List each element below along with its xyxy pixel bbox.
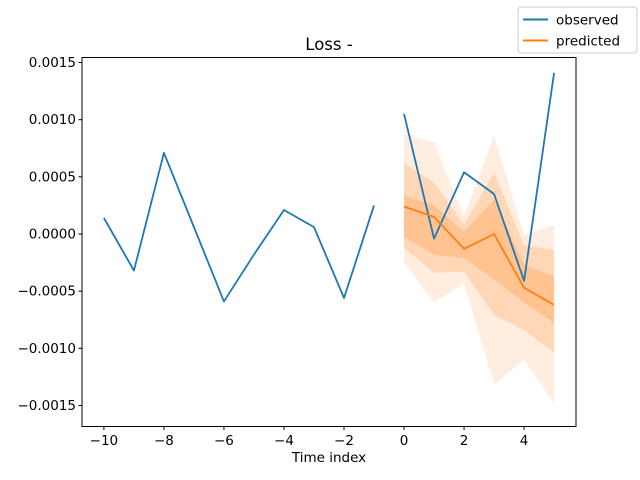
y-axis: 0.0015 0.0010 0.0005 0.0000 −0.0005 −0.0010 −0… xyxy=(17,55,82,414)
y-tick-label: −0.0010 xyxy=(17,341,76,357)
y-tick-label: −0.0015 xyxy=(17,398,76,414)
plot-area xyxy=(81,57,577,427)
legend: observed predicted xyxy=(517,6,638,54)
confidence-bands xyxy=(404,133,555,404)
legend-observed-label: observed xyxy=(556,13,619,29)
x-tick-label: −6 xyxy=(214,433,234,449)
x-tick-label: −8 xyxy=(154,433,174,449)
observed-line-2 xyxy=(403,72,555,282)
y-tick-label: 0.0005 xyxy=(29,169,76,185)
x-tick-label: 0 xyxy=(400,433,409,449)
middle-prediction-interval xyxy=(404,163,555,353)
y-tick-label: 0.0015 xyxy=(29,55,76,71)
predicted-line-1 xyxy=(403,205,555,306)
y-tick-label: −0.0005 xyxy=(17,284,76,300)
series-lines xyxy=(103,72,555,306)
y-tick-label: 0.0000 xyxy=(29,226,76,242)
x-axis: −10 −8 −6 −4 −2 0 2 4 xyxy=(90,426,529,449)
chart-title: Loss - xyxy=(305,35,352,54)
y-tick-label: 0.0010 xyxy=(29,112,76,128)
inner-prediction-interval xyxy=(404,195,555,324)
outer-prediction-interval xyxy=(404,133,555,404)
x-tick-label: 2 xyxy=(460,433,469,449)
x-tick-label: −2 xyxy=(334,433,354,449)
x-axis-label: Time index xyxy=(291,450,366,466)
observed-line-1 xyxy=(103,151,375,303)
x-tick-label: 4 xyxy=(520,433,529,449)
x-tick-label: −10 xyxy=(90,433,119,449)
x-tick-label: −4 xyxy=(274,433,294,449)
legend-predicted-label: predicted xyxy=(556,34,620,50)
